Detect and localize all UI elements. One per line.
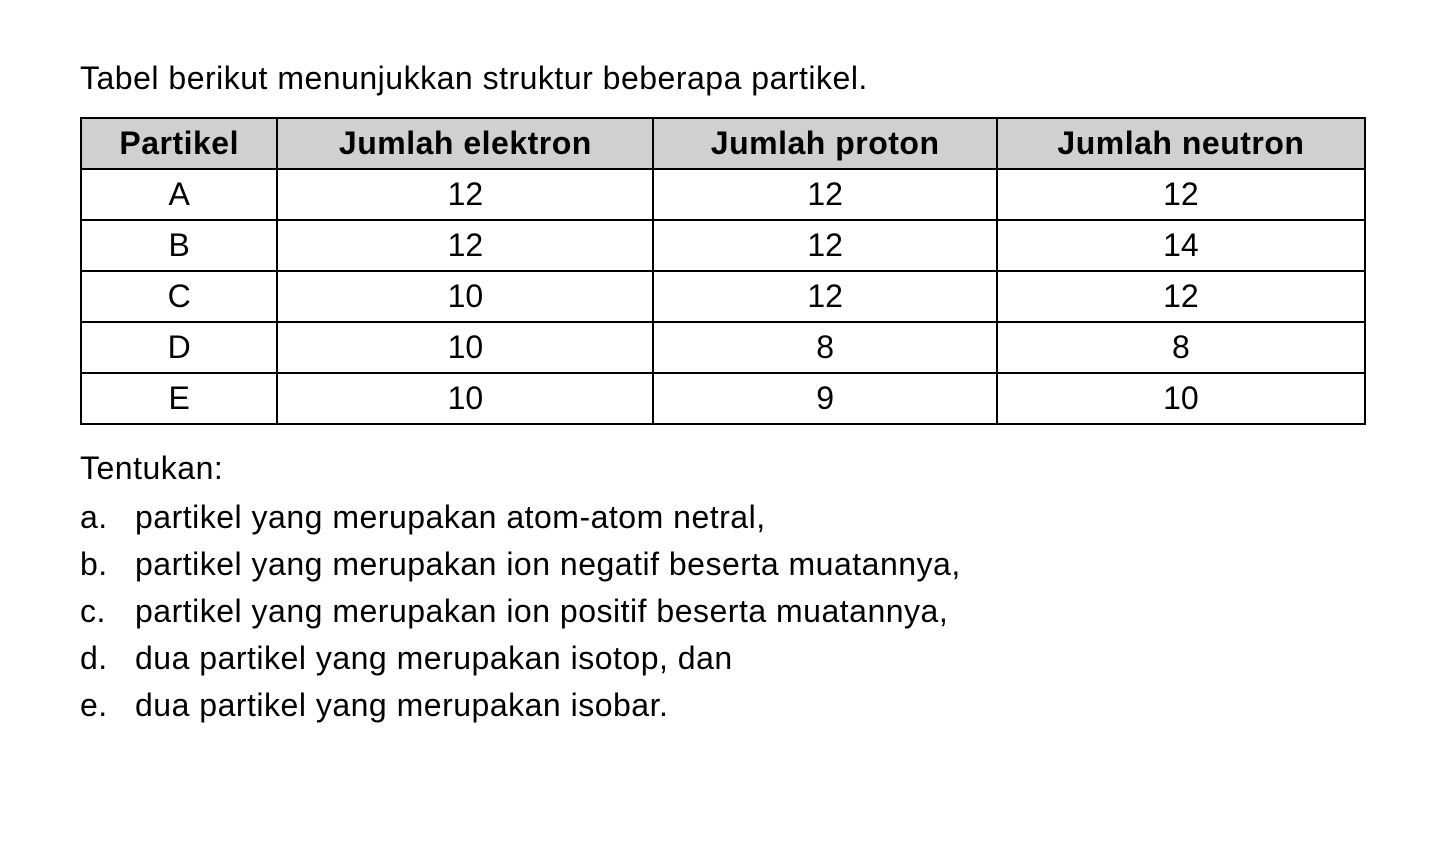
question-label: b. [80, 546, 135, 583]
cell-protons: 8 [653, 322, 996, 373]
cell-electrons: 10 [277, 373, 653, 424]
cell-neutrons: 14 [997, 220, 1365, 271]
cell-particle: D [81, 322, 277, 373]
particle-table: Partikel Jumlah elektron Jumlah proton J… [80, 117, 1366, 425]
question-item: e. dua partikel yang merupakan isobar. [80, 687, 1366, 724]
header-particle: Partikel [81, 118, 277, 169]
header-electrons: Jumlah elektron [277, 118, 653, 169]
question-text: partikel yang merupakan ion positif bese… [135, 593, 1366, 630]
question-label: a. [80, 499, 135, 536]
question-label: e. [80, 687, 135, 724]
table-header-row: Partikel Jumlah elektron Jumlah proton J… [81, 118, 1365, 169]
question-item: d. dua partikel yang merupakan isotop, d… [80, 640, 1366, 677]
cell-protons: 12 [653, 271, 996, 322]
cell-electrons: 12 [277, 220, 653, 271]
question-label: d. [80, 640, 135, 677]
table-row: B 12 12 14 [81, 220, 1365, 271]
table-row: A 12 12 12 [81, 169, 1365, 220]
cell-particle: A [81, 169, 277, 220]
cell-electrons: 10 [277, 322, 653, 373]
cell-protons: 12 [653, 169, 996, 220]
header-neutrons: Jumlah neutron [997, 118, 1365, 169]
question-text: dua partikel yang merupakan isotop, dan [135, 640, 1366, 677]
cell-particle: B [81, 220, 277, 271]
question-text: partikel yang merupakan ion negatif bese… [135, 546, 1366, 583]
question-label: c. [80, 593, 135, 630]
cell-protons: 12 [653, 220, 996, 271]
question-item: c. partikel yang merupakan ion positif b… [80, 593, 1366, 630]
table-row: E 10 9 10 [81, 373, 1365, 424]
cell-neutrons: 10 [997, 373, 1365, 424]
cell-electrons: 10 [277, 271, 653, 322]
question-item: a. partikel yang merupakan atom-atom net… [80, 499, 1366, 536]
cell-particle: E [81, 373, 277, 424]
intro-text: Tabel berikut menunjukkan struktur beber… [80, 60, 1366, 97]
cell-particle: C [81, 271, 277, 322]
question-item: b. partikel yang merupakan ion negatif b… [80, 546, 1366, 583]
header-protons: Jumlah proton [653, 118, 996, 169]
cell-neutrons: 12 [997, 271, 1365, 322]
cell-protons: 9 [653, 373, 996, 424]
cell-electrons: 12 [277, 169, 653, 220]
table-row: D 10 8 8 [81, 322, 1365, 373]
instruction-text: Tentukan: [80, 450, 1366, 487]
table-row: C 10 12 12 [81, 271, 1365, 322]
cell-neutrons: 8 [997, 322, 1365, 373]
question-list: a. partikel yang merupakan atom-atom net… [80, 499, 1366, 724]
question-text: partikel yang merupakan atom-atom netral… [135, 499, 1366, 536]
cell-neutrons: 12 [997, 169, 1365, 220]
question-text: dua partikel yang merupakan isobar. [135, 687, 1366, 724]
